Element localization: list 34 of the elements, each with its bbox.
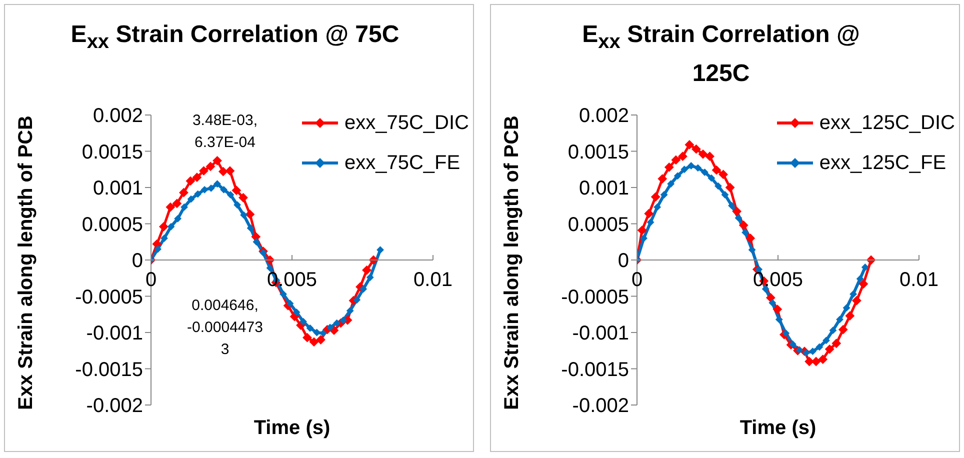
x-axis-title: Time (s) [254,417,330,439]
legend-label: exx_75C_DIC [344,112,469,134]
y-tick-label: -0.0005 [561,286,629,308]
y-axis-title: Exx Strain along length of PCB [15,116,38,410]
y-tick-label: 0.0015 [82,141,143,164]
y-tick-label: 0.002 [92,105,143,128]
y-tick-label: -0.0005 [75,286,143,308]
x-tick-label: 0 [631,269,643,291]
chart-title: E$_{xx}$ Strain Correlation @ 75C [70,20,400,55]
y-tick-label: 0.001 [578,178,629,200]
y-tick-label: 0.0015 [568,141,629,164]
y-tick-label: -0.002 [86,395,143,418]
y-tick-label: -0.0015 [75,358,143,381]
chart-title: E$_{xx}$ Strain Correlation @ 125C [581,20,861,89]
y-tick-label: 0 [618,250,629,272]
legend-label: exx_125C_DIC [819,112,955,134]
y-tick-label: 0.0005 [82,214,143,236]
x-tick-label: 0.01 [414,269,452,291]
x-axis-title: Time (s) [740,417,816,439]
legend-label: exx_75C_FE [344,152,460,174]
annotation: 0.004646, -0.00044733 [186,296,264,360]
y-tick-label: 0 [132,250,143,272]
legend-label: exx_125C_FE [819,152,946,174]
y-tick-label: 0.001 [92,178,143,200]
annotation: 3.48E-03, 6.37E-04 [191,111,259,153]
y-tick-label: 0.0005 [568,214,629,236]
y-axis-title: Exx Strain along length of PCB [501,116,524,410]
y-tick-label: 0.002 [578,105,629,128]
x-tick-label: 0 [145,269,157,291]
y-tick-label: -0.002 [572,395,629,418]
y-tick-label: -0.001 [86,322,143,345]
y-tick-label: -0.0015 [561,358,629,381]
y-tick-label: -0.001 [572,322,629,345]
x-tick-label: 0.01 [900,269,938,291]
